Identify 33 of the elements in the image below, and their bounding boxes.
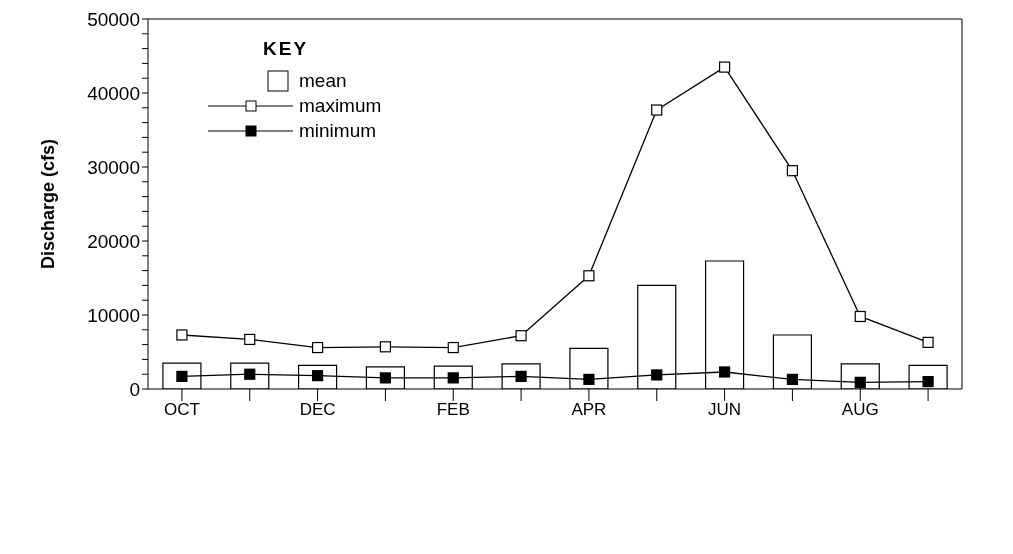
point: [583, 270, 595, 282]
y-tick-label: 40000: [87, 82, 140, 104]
x-tick-label: DEC: [299, 400, 336, 420]
point: [583, 373, 595, 385]
legend-title: KEY: [263, 38, 310, 60]
x-tick-label: AUG: [841, 400, 879, 420]
legend-label: maximum: [299, 94, 382, 117]
x-tick-label: JUN: [708, 400, 742, 420]
point: [379, 341, 392, 353]
point: [651, 369, 663, 381]
legend-label: mean: [299, 69, 347, 92]
point: [718, 366, 731, 378]
y-tick-label: 0: [129, 378, 140, 400]
y-axis-title: Discharge (cfs): [38, 138, 59, 270]
x-tick-label: APR: [571, 400, 607, 420]
point: [651, 104, 663, 116]
x-tick-label: FEB: [436, 400, 470, 420]
point: [311, 341, 324, 354]
point: [244, 333, 256, 346]
y-tick-label: 10000: [87, 304, 140, 326]
y-tick-label: 50000: [87, 8, 140, 30]
point: [922, 336, 934, 348]
point: [447, 341, 459, 354]
y-tick-label: 30000: [87, 156, 140, 178]
point: [515, 330, 527, 342]
point: [786, 373, 799, 385]
legend-label: minimum: [299, 119, 377, 142]
point: [718, 61, 731, 73]
point: [854, 310, 866, 323]
point: [786, 165, 799, 177]
x-tick-label: OCT: [163, 400, 200, 420]
y-tick-label: 20000: [87, 230, 140, 252]
point: [176, 329, 188, 341]
